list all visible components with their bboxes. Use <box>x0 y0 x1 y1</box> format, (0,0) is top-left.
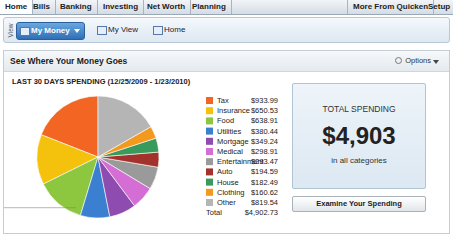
legend-swatch <box>206 189 213 196</box>
summary-heading: TOTAL SPENDING <box>293 104 425 114</box>
nav-tab[interactable]: Net Worth <box>142 0 191 14</box>
legend-entry: Mortgage$349.24 <box>206 137 278 146</box>
legend-label: Food <box>217 116 234 125</box>
legend-label: Auto <box>217 167 232 176</box>
summary-caption: in all categories <box>293 156 425 165</box>
gear-icon <box>395 57 402 64</box>
legend: Tax$933.99Insurance$650.53Food$638.91Uti… <box>4 96 278 217</box>
dropdown-arrow <box>74 29 80 33</box>
legend-swatch <box>206 138 213 145</box>
legend-swatch <box>206 158 213 165</box>
legend-entry: Utilities $380.44 <box>206 127 278 136</box>
view-button-label[interactable]: My Money <box>31 26 70 35</box>
legend-swatch <box>206 148 213 155</box>
legend-entry: Auto $194.59 <box>206 167 278 176</box>
options-menu[interactable]: Options <box>395 56 439 65</box>
legend-value: $349.24 <box>251 137 278 146</box>
legend-entry: Entertainment$293.47 <box>206 157 278 166</box>
legend-swatch <box>206 168 213 175</box>
legend-label: Clothing <box>217 188 245 197</box>
nav-tab[interactable]: More From Quicken <box>347 0 434 14</box>
legend-entry: Clothing $160.62 <box>206 188 278 197</box>
legend-swatch <box>206 199 213 206</box>
legend-label: Insurance <box>217 106 250 115</box>
legend-swatch <box>206 97 213 104</box>
examine-button[interactable]: Examine Your Spending <box>292 196 426 212</box>
legend-label: Medical <box>217 147 243 156</box>
legend-entry: Food $638.91 <box>206 116 278 125</box>
total-value: $4,902.73 <box>245 208 278 217</box>
view-icon <box>153 26 163 35</box>
panel-header: See Where Your Money Goes Options <box>4 51 449 72</box>
legend-value: $182.49 <box>251 178 278 187</box>
legend-entry: Tax $933.99 <box>206 96 278 105</box>
summary-amount: $4,903 <box>293 122 425 150</box>
total-rule <box>4 207 76 208</box>
legend-entry: House $182.49 <box>206 178 278 187</box>
nav-tab[interactable]: Bills <box>28 0 56 14</box>
view-button[interactable]: My View <box>94 22 138 38</box>
legend-value: $298.91 <box>251 147 278 156</box>
nav-tab[interactable]: Investing <box>98 0 144 14</box>
legend-label: Tax <box>217 96 229 105</box>
chart-title: LAST 30 DAYS SPENDING (12/25/2009 - 1/23… <box>12 77 190 86</box>
legend-value: $194.59 <box>251 167 278 176</box>
dropdown-arrow <box>433 60 439 64</box>
legend-swatch <box>206 179 213 186</box>
legend-value: $819.54 <box>251 198 278 207</box>
top-nav: HomeBillsBankingInvestingNet WorthPlanni… <box>0 0 453 15</box>
panel-title: See Where Your Money Goes <box>10 56 127 66</box>
legend-swatch <box>206 128 213 135</box>
legend-entry: Medical $298.91 <box>206 147 278 156</box>
legend-value: $650.53 <box>251 106 278 115</box>
nav-tab[interactable]: Home <box>0 0 33 14</box>
view-bar: View My Money My View Home <box>3 17 450 43</box>
legend-label: Other <box>217 198 236 207</box>
options-label[interactable]: Options <box>405 56 431 65</box>
view-button[interactable]: My Money <box>16 22 85 40</box>
total-label: Total <box>206 208 222 217</box>
pie-slice <box>98 96 151 157</box>
legend-label: Utilities <box>217 127 241 136</box>
legend-value: $933.99 <box>251 96 278 105</box>
summary-box: TOTAL SPENDING $4,903 in all categories <box>292 83 426 189</box>
legend-value: $638.91 <box>251 116 278 125</box>
legend-value: $293.47 <box>251 157 278 166</box>
view-label: View <box>7 19 14 43</box>
legend-swatch <box>206 117 213 124</box>
legend-label: Mortgage <box>217 137 249 146</box>
legend-entry: Insurance$650.53 <box>206 106 278 115</box>
legend-swatch <box>206 107 213 114</box>
view-icon <box>20 27 30 36</box>
panel: See Where Your Money Goes Options LAST 30 … <box>3 50 450 234</box>
legend-label: House <box>217 178 239 187</box>
view-button-label[interactable]: Home <box>164 25 185 34</box>
legend-value: $380.44 <box>251 127 278 136</box>
pie <box>37 96 159 218</box>
nav-tab[interactable]: Planning <box>187 0 232 14</box>
legend-entry: Other $819.54 <box>206 198 278 207</box>
view-button-label[interactable]: My View <box>108 25 138 34</box>
view-icon <box>97 26 107 35</box>
nav-tab[interactable]: Setup <box>423 0 453 14</box>
nav-tab[interactable]: Banking <box>55 0 98 14</box>
legend-value: $160.62 <box>251 188 278 197</box>
view-button[interactable]: Home <box>150 22 185 38</box>
chart: Tax$933.99Insurance$650.53Food$638.91Uti… <box>4 91 289 233</box>
